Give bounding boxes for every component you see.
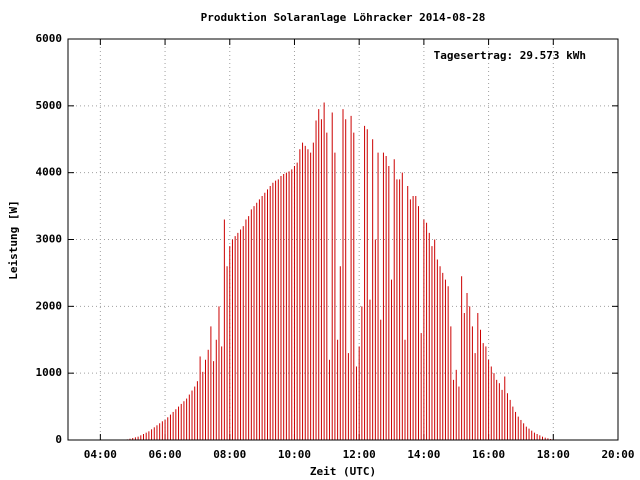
y-tick-label: 3000 bbox=[36, 233, 63, 246]
x-tick-label: 12:00 bbox=[343, 448, 376, 461]
x-tick-label: 04:00 bbox=[84, 448, 117, 461]
y-tick-label: 0 bbox=[55, 433, 62, 446]
x-axis-label: Zeit (UTC) bbox=[310, 465, 376, 478]
x-tick-label: 06:00 bbox=[148, 448, 181, 461]
y-tick-label: 2000 bbox=[36, 299, 63, 312]
x-tick-label: 10:00 bbox=[278, 448, 311, 461]
y-tick-label: 5000 bbox=[36, 99, 63, 112]
x-tick-label: 14:00 bbox=[407, 448, 440, 461]
plot-border bbox=[67, 38, 619, 441]
x-tick-label: 08:00 bbox=[213, 448, 246, 461]
y-tick-label: 4000 bbox=[36, 166, 63, 179]
chart-title: Produktion Solaranlage Löhracker 2014-08… bbox=[201, 11, 486, 24]
y-tick-label: 1000 bbox=[36, 366, 63, 379]
x-tick-label: 16:00 bbox=[472, 448, 505, 461]
y-axis-label: Leistung [W] bbox=[7, 200, 20, 279]
x-tick-label: 18:00 bbox=[537, 448, 570, 461]
annotation: Tagesertrag: 29.573 kWh bbox=[434, 49, 586, 62]
y-tick-label: 6000 bbox=[36, 32, 63, 45]
x-tick-label: 20:00 bbox=[601, 448, 634, 461]
